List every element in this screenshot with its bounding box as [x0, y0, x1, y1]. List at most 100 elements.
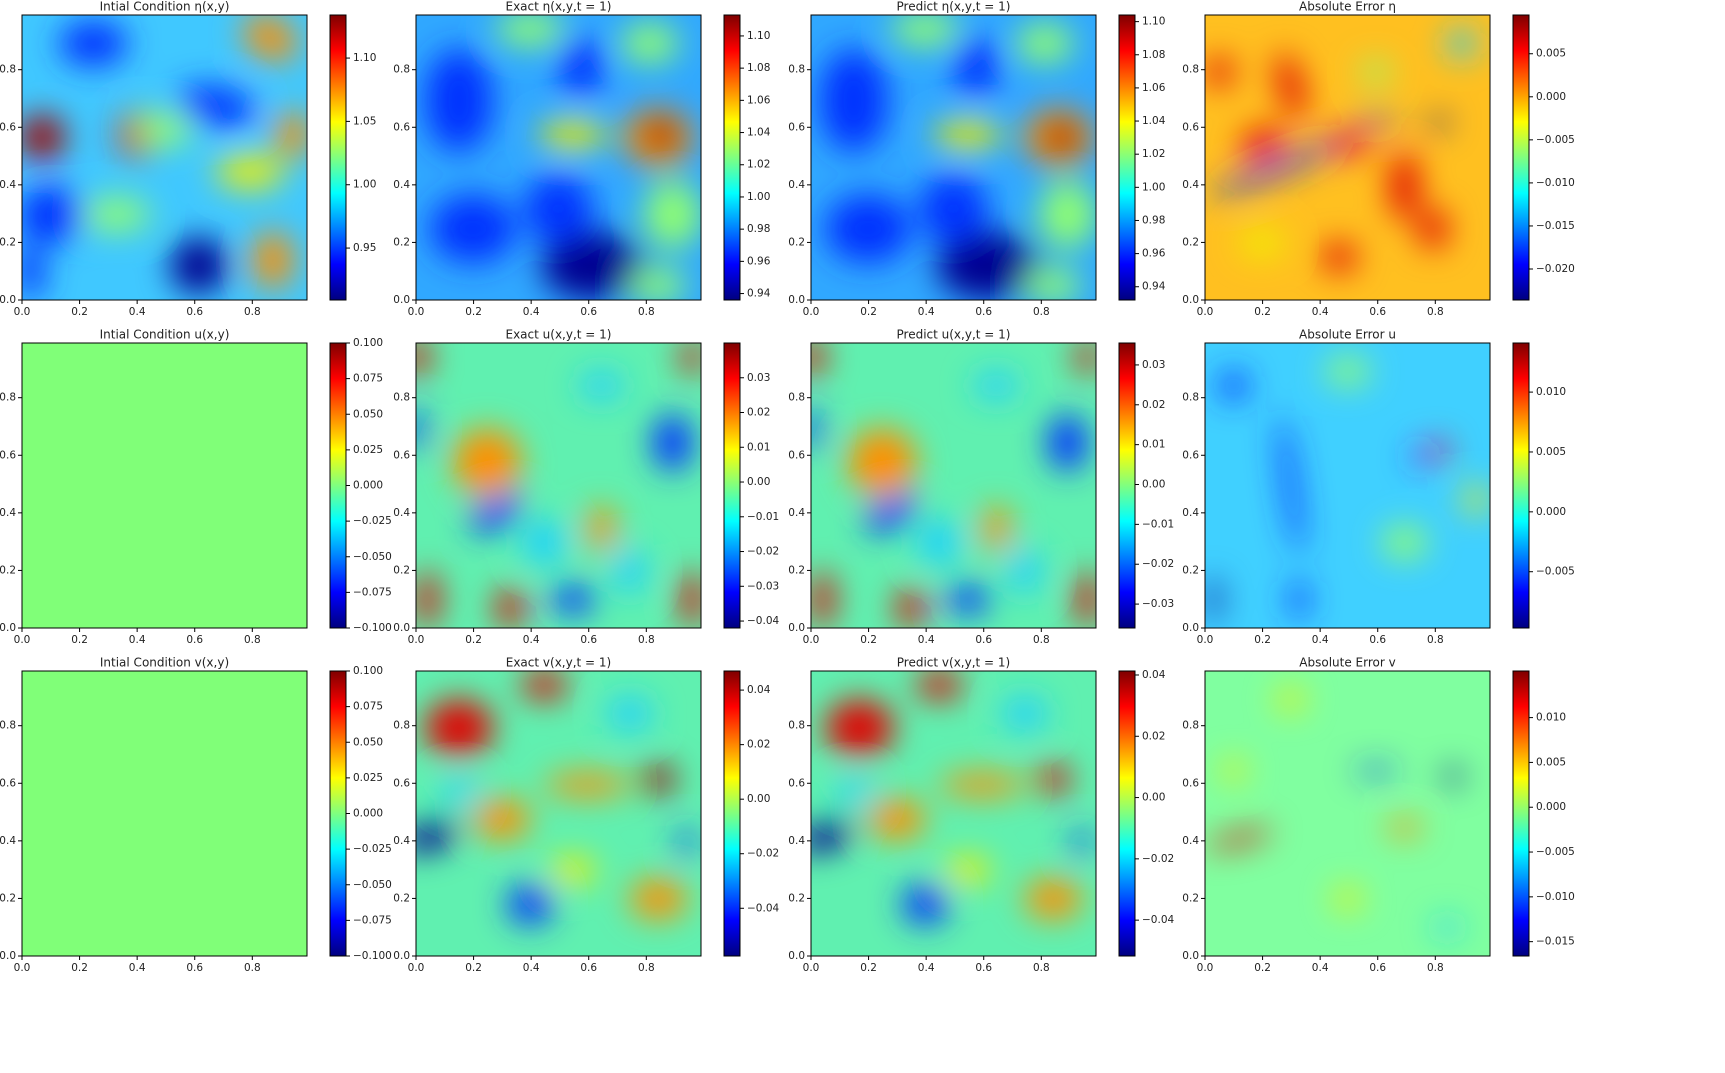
panel-title: Absolute Error v	[1299, 656, 1395, 670]
panel: Intial Condition η(x,y) 0.0 0.2 0.4 0.6 0.8 0.…	[0, 0, 376, 318]
field-blob	[22, 186, 85, 243]
axes-frame	[1204, 14, 1491, 301]
colorbar-tick-label: −0.02	[1142, 558, 1174, 570]
field-blob	[811, 343, 826, 375]
x-tick-label: 0.8	[244, 306, 261, 318]
field-blob	[811, 571, 834, 628]
field-blob	[953, 37, 1000, 95]
field-blob	[936, 231, 1039, 300]
y-tick-label: 0.2	[0, 564, 16, 576]
x-tick-label: 0.2	[71, 634, 88, 646]
field-blob	[558, 37, 605, 95]
field-blob	[982, 505, 1011, 552]
y-tick-label: 0.2	[788, 892, 805, 904]
x-tick-label: 0.2	[860, 634, 877, 646]
x-tick-label: 0.4	[523, 962, 540, 974]
y-tick-label: 0.4	[1182, 835, 1199, 847]
field-blob	[1333, 887, 1362, 911]
y-tick-label: 0.0	[393, 294, 410, 306]
y-tick-label: 0.0	[1182, 950, 1199, 962]
axes-frame	[21, 14, 308, 301]
colorbar-tick-label: 0.00	[1142, 479, 1165, 491]
colorbar-tick-label: 1.00	[747, 191, 770, 203]
x-tick-label: 0.2	[71, 306, 88, 318]
panel-title: Predict u(x,y,t = 1)	[897, 328, 1011, 342]
colorbar-tick-label: −0.01	[747, 511, 779, 523]
axes-frame	[415, 342, 702, 629]
colorbar	[1118, 342, 1136, 629]
field-blob	[521, 671, 568, 700]
x-tick-label: 0.6	[975, 306, 992, 318]
y-tick-label: 0.4	[0, 179, 16, 191]
x-tick-label: 0.6	[975, 962, 992, 974]
colorbar-tick-label: 1.08	[747, 62, 770, 74]
x-tick-label: 0.2	[860, 306, 877, 318]
colorbar-tick-label: 0.01	[747, 441, 770, 453]
field-blob	[215, 154, 285, 189]
panel: Intial Condition v(x,y) 0.0 0.2 0.4 0.6 0.8 0.…	[0, 656, 392, 975]
colorbar	[329, 670, 347, 957]
panel-title: Exact u(x,y,t = 1)	[506, 328, 612, 342]
colorbar-tick-label: 0.01	[1142, 439, 1165, 451]
colorbar	[329, 14, 347, 301]
colorbar	[1118, 14, 1136, 301]
x-tick-label: 0.0	[803, 634, 820, 646]
field-blob	[1047, 414, 1088, 472]
field-blob	[939, 773, 1025, 797]
y-tick-label: 0.6	[0, 777, 16, 789]
y-tick-label: 0.6	[1182, 121, 1199, 133]
colorbar-tick-label: 0.000	[353, 808, 383, 820]
panel-title: Exact v(x,y,t = 1)	[506, 656, 611, 670]
field-blob	[865, 495, 917, 533]
panel: Absolute Error v 0.0 0.2 0.4 0.6 0.8 0.0 0.2 0.4…	[1182, 656, 1575, 975]
field-blob	[416, 343, 431, 375]
field-blob	[416, 571, 439, 628]
y-tick-label: 0.4	[1182, 179, 1199, 191]
panel-title: Intial Condition η(x,y)	[100, 0, 230, 14]
y-tick-label: 0.8	[0, 720, 16, 732]
heatmap-background	[22, 671, 307, 956]
colorbar-tick-label: 0.010	[1536, 712, 1566, 724]
y-tick-label: 0.2	[1182, 892, 1199, 904]
y-tick-label: 0.6	[0, 121, 16, 133]
x-tick-label: 0.6	[580, 962, 597, 974]
y-tick-label: 0.8	[1182, 720, 1199, 732]
heatmap-field	[1206, 688, 1462, 937]
field-blob	[1353, 766, 1399, 776]
field-blob	[973, 371, 1020, 400]
field-blob	[22, 243, 45, 300]
field-blob	[1353, 116, 1399, 125]
colorbar-tick-label: 0.02	[747, 407, 770, 419]
field-blob	[1278, 414, 1303, 557]
x-tick-label: 0.6	[1369, 634, 1386, 646]
field-blob	[1447, 29, 1476, 58]
axes-frame	[415, 670, 702, 957]
heatmap-image	[416, 15, 701, 300]
x-tick-label: 0.8	[1427, 962, 1444, 974]
field-blob	[507, 884, 553, 925]
colorbar-tick-label: 0.025	[353, 444, 383, 456]
field-blob	[1207, 576, 1220, 623]
y-tick-label: 0.6	[0, 449, 16, 461]
field-blob	[416, 405, 425, 452]
field-blob	[1390, 151, 1419, 221]
y-tick-label: 0.4	[1182, 507, 1199, 519]
field-blob	[1290, 579, 1308, 620]
x-tick-label: 0.4	[1312, 306, 1329, 318]
y-tick-label: 0.8	[788, 64, 805, 76]
field-blob	[868, 799, 925, 840]
x-tick-label: 0.8	[1033, 306, 1050, 318]
y-tick-label: 0.8	[0, 392, 16, 404]
field-blob	[252, 231, 293, 289]
field-blob	[1073, 827, 1091, 857]
field-blob	[1464, 485, 1488, 514]
field-blob	[825, 699, 894, 757]
x-tick-label: 0.0	[14, 962, 31, 974]
y-tick-label: 0.6	[788, 777, 805, 789]
x-tick-label: 0.2	[465, 634, 482, 646]
colorbar-tick-label: 0.000	[1536, 801, 1566, 813]
colorbar-tick-label: 1.06	[747, 94, 771, 106]
x-tick-label: 0.4	[129, 634, 146, 646]
x-tick-label: 0.2	[1254, 634, 1271, 646]
field-blob	[1429, 440, 1449, 463]
